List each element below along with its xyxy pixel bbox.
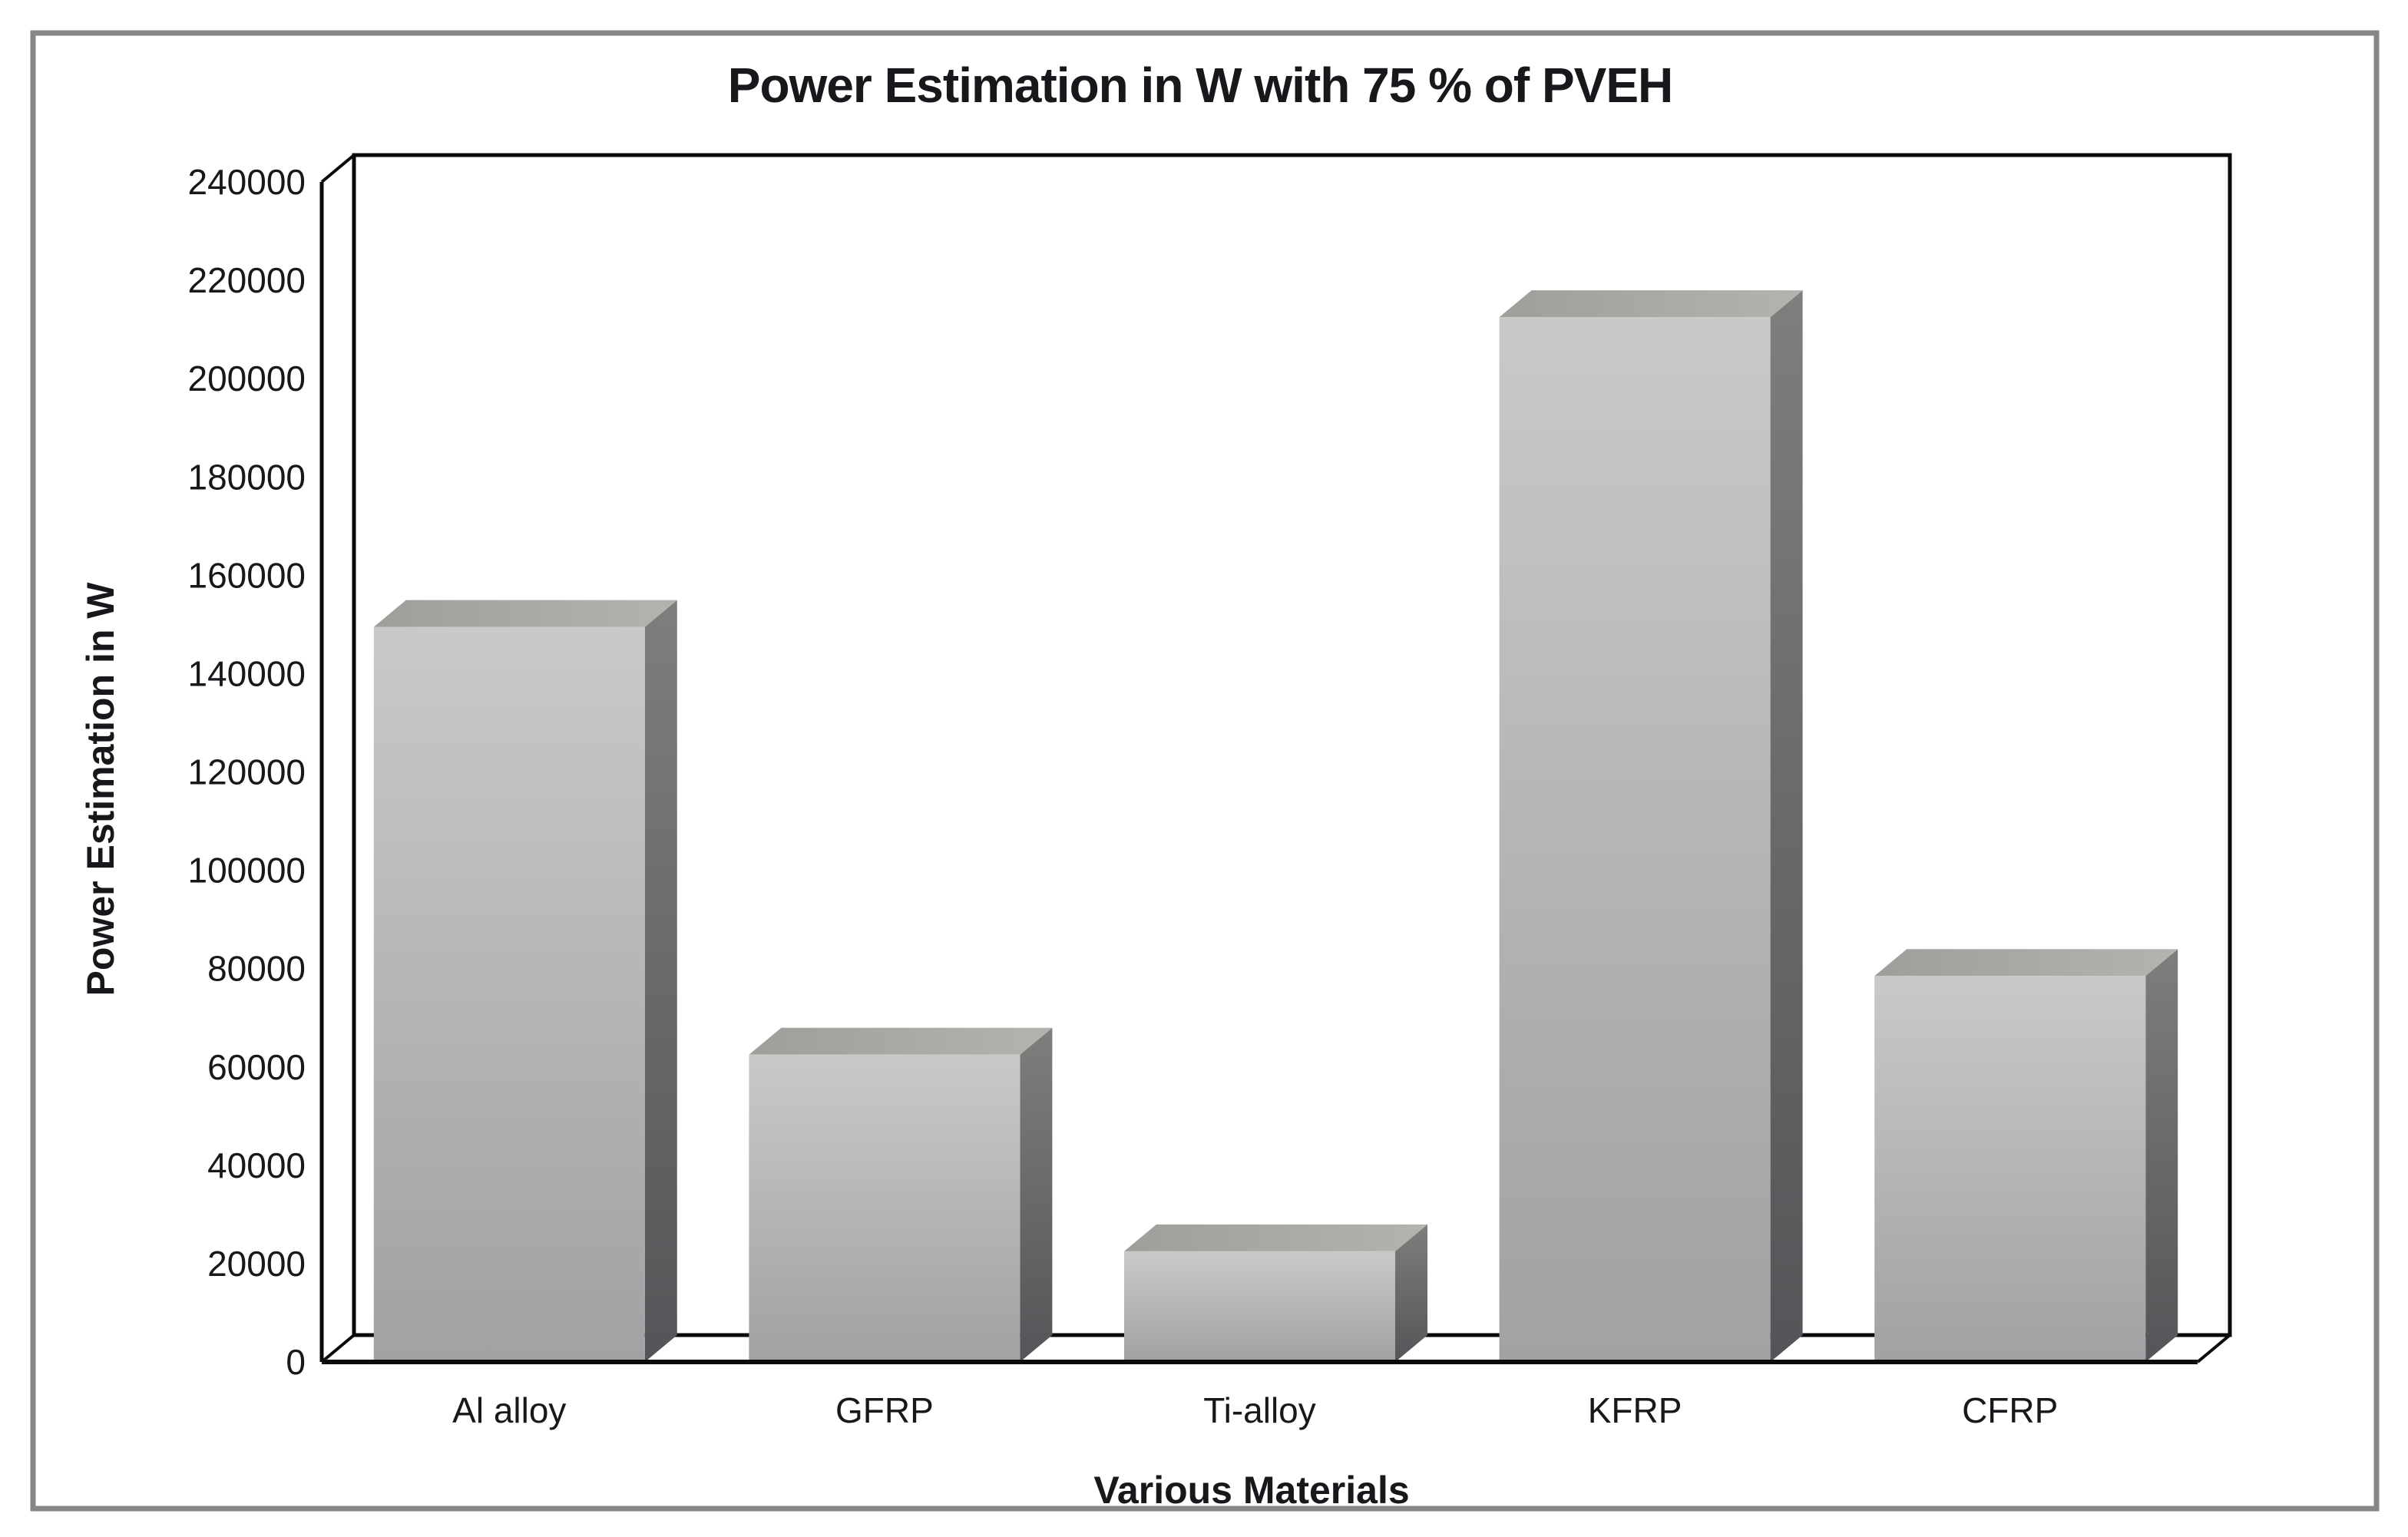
bar-side-face <box>644 600 677 1362</box>
y-tick-label: 40000 <box>207 1145 306 1185</box>
y-axis-title: Power Estimation in W <box>79 582 122 997</box>
y-tick-label: 200000 <box>188 359 306 398</box>
x-category-label: KFRP <box>1588 1390 1682 1430</box>
x-axis-title: Various Materials <box>1093 1469 1409 1512</box>
bar-front-face <box>373 626 645 1362</box>
bar-side-face <box>1770 290 1803 1362</box>
y-tick-label: 220000 <box>188 260 306 300</box>
bar-top-face <box>1499 290 1803 318</box>
bar-cfrp <box>1874 949 2178 1362</box>
bottom-left-depth-edge <box>320 1334 356 1363</box>
bar-front-face <box>1124 1251 1395 1362</box>
y-tick-label: 160000 <box>188 555 306 595</box>
bar-gfrp <box>749 1027 1053 1362</box>
y-tick-labels: 0 20000 40000 60000 80000 100000 120000 140000 1… <box>188 162 306 1382</box>
y-tick-label: 100000 <box>188 851 306 891</box>
x-category-label: Ti-alloy <box>1203 1390 1316 1430</box>
bar-top-face <box>1124 1224 1427 1251</box>
y-tick-label: 180000 <box>188 457 306 497</box>
x-category-label: GFRP <box>835 1390 934 1430</box>
bar-ti-alloy <box>1124 1224 1427 1362</box>
bottom-right-depth-edge <box>2196 1334 2231 1363</box>
y-tick-label: 240000 <box>188 162 306 202</box>
bar-front-face <box>1874 976 2146 1362</box>
bar-side-face <box>1020 1027 1053 1362</box>
y-tick-label: 140000 <box>188 653 306 693</box>
bar-kfrp <box>1499 290 1803 1362</box>
bars <box>373 290 2178 1362</box>
y-tick-label: 0 <box>286 1342 306 1382</box>
x-category-labels: Al alloy GFRP Ti-alloy KFRP CFRP <box>452 1390 2058 1430</box>
bar-top-face <box>749 1027 1053 1055</box>
plot-floor-front <box>320 1334 2231 1364</box>
bar-front-face <box>749 1054 1020 1362</box>
bar-top-face <box>1874 949 2178 977</box>
top-left-depth-edge <box>320 154 356 183</box>
y-tick-label: 120000 <box>188 752 306 792</box>
y-tick-label: 60000 <box>207 1047 306 1087</box>
bar-side-face <box>1395 1224 1427 1362</box>
figure-border <box>30 30 2380 1512</box>
y-tick-label: 80000 <box>207 949 306 989</box>
bar-side-face <box>2145 949 2178 1362</box>
x-category-label: CFRP <box>1962 1390 2058 1430</box>
bar-front-face <box>1499 317 1771 1362</box>
bar-top-face <box>373 600 677 627</box>
y-tick-label: 20000 <box>207 1244 306 1284</box>
chart-title: Power Estimation in W with 75 % of PVEH <box>728 58 1673 113</box>
bar-al-alloy <box>373 600 677 1362</box>
x-category-label: Al alloy <box>452 1390 566 1430</box>
